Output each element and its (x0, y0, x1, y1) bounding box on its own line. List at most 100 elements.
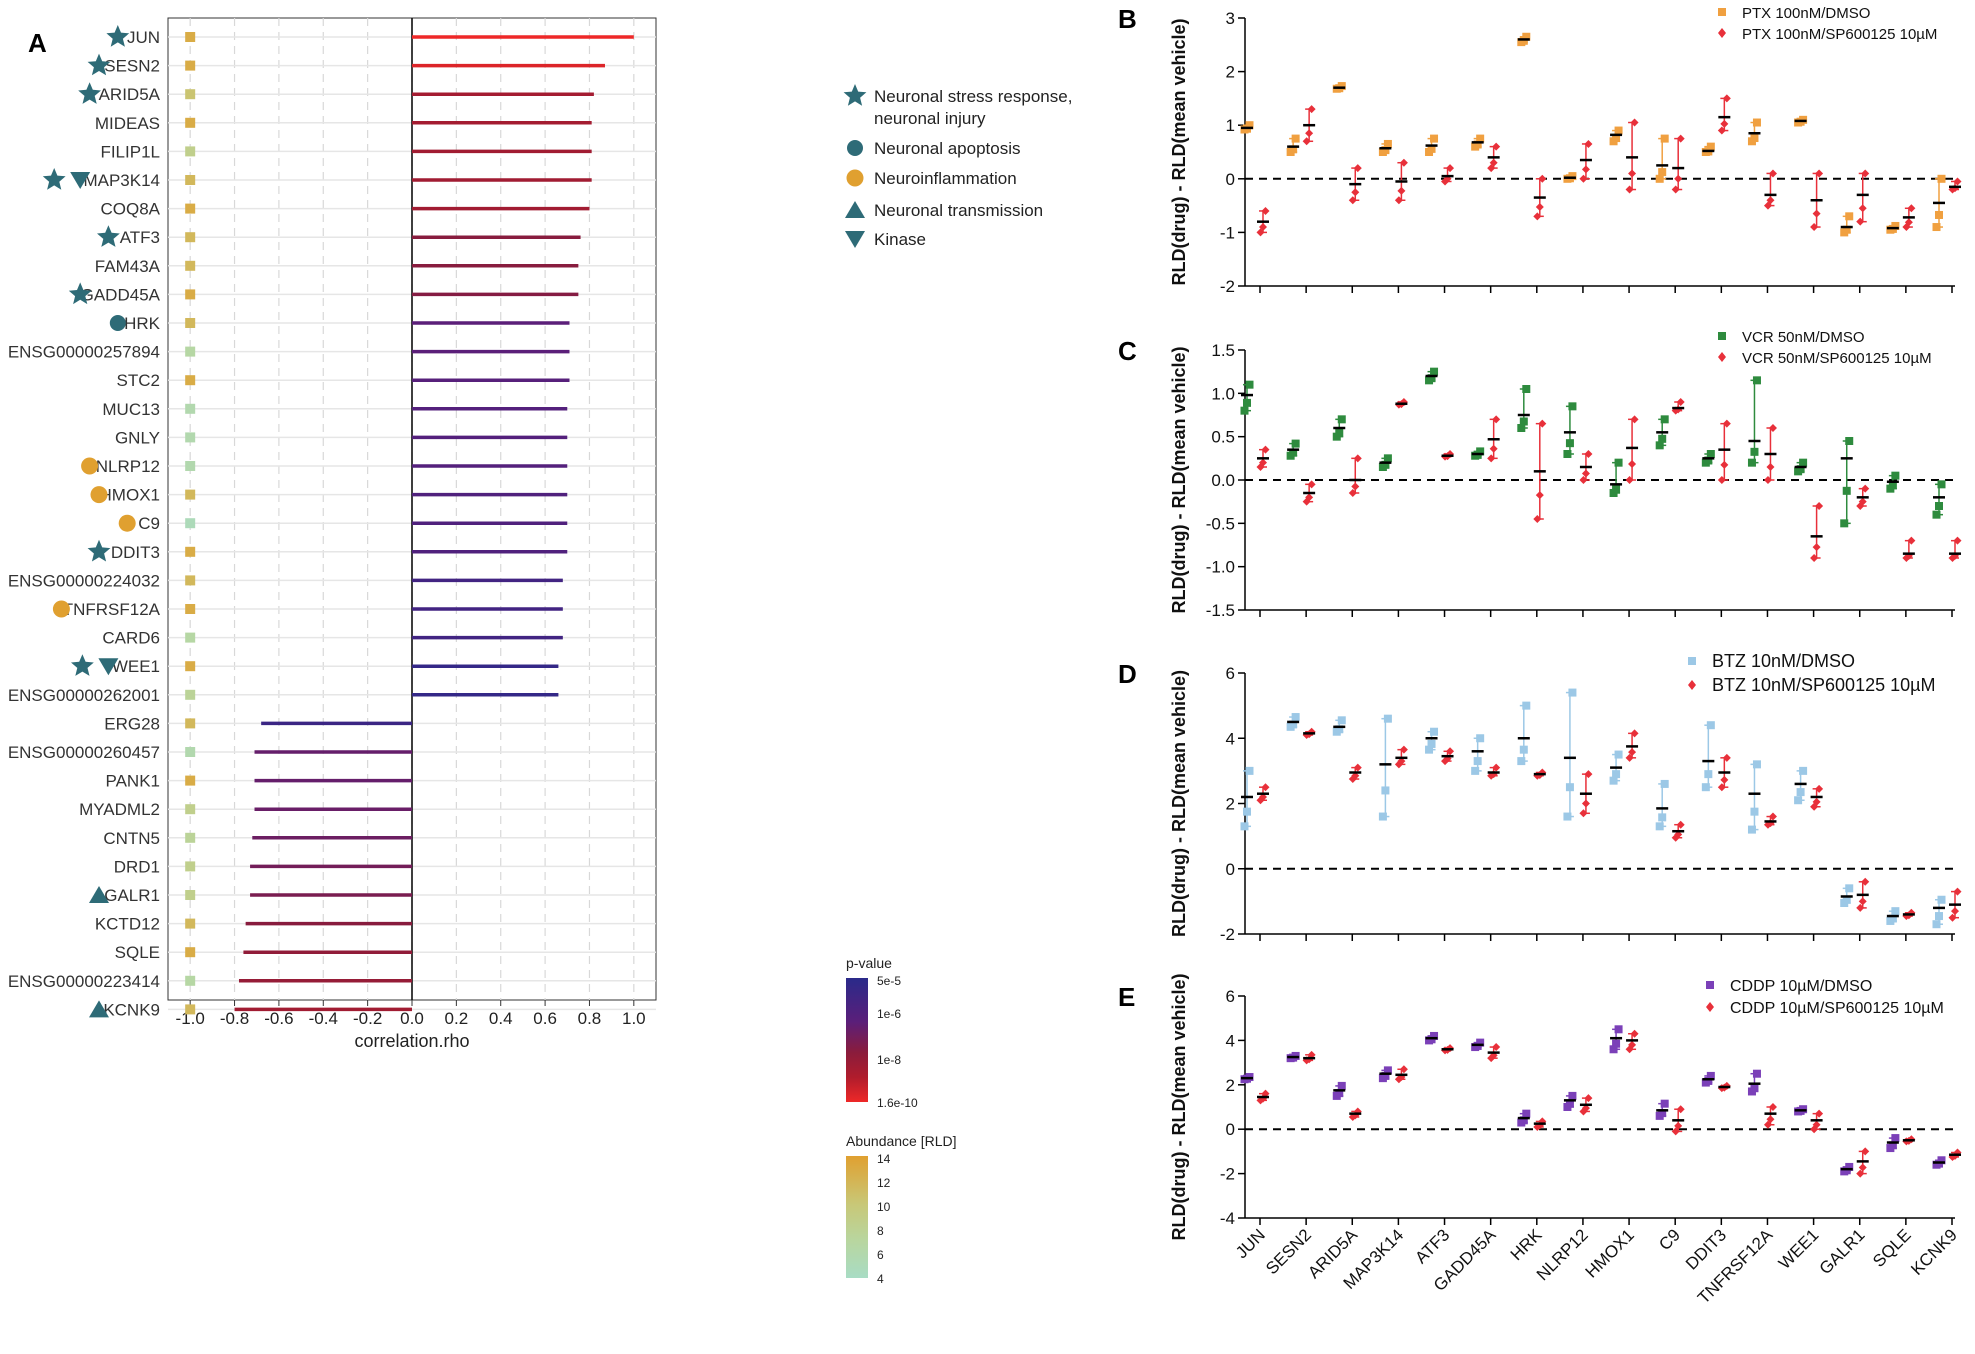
data-point (1717, 126, 1726, 135)
data-point (1891, 907, 1900, 916)
circle-icon (90, 486, 108, 504)
data-point (1888, 481, 1897, 490)
y-tick-label: -4 (1220, 1209, 1235, 1228)
x-tick-label: NLRP12 (1533, 1225, 1592, 1284)
data-point (1579, 809, 1588, 818)
data-point (1932, 510, 1941, 519)
legend-label: CDDP 10µM/DMSO (1730, 978, 1872, 995)
data-point (1660, 134, 1669, 143)
y-axis-label: RLD(drug) - RLD(mean vehicle) (1169, 18, 1189, 285)
data-point (1815, 784, 1824, 793)
data-point (1565, 439, 1574, 448)
gene-label: COQ8A (100, 200, 160, 219)
data-point (1351, 482, 1360, 491)
data-point (1522, 385, 1531, 393)
abundance-marker (185, 661, 196, 672)
abundance-marker (185, 947, 196, 958)
data-point (1259, 458, 1267, 467)
gene-label: HMOX1 (100, 486, 160, 505)
data-point (1348, 489, 1357, 497)
circle-icon (52, 600, 70, 618)
data-point (1704, 456, 1713, 465)
gene-label: MAP3K14 (83, 171, 160, 190)
abundance-marker (185, 518, 196, 529)
data-point (1261, 783, 1270, 792)
data-point (1243, 398, 1251, 407)
data-point (1584, 770, 1593, 779)
data-point (1840, 519, 1849, 528)
data-point (1612, 770, 1621, 779)
y-axis-label: RLD(drug) - RLD(mean vehicle) (1169, 973, 1189, 1240)
data-point (1706, 450, 1715, 458)
data-point (1794, 796, 1803, 805)
data-point (1625, 476, 1634, 484)
y-tick-label: 2 (1226, 63, 1235, 82)
abundance-marker (185, 632, 196, 643)
pvalue-tick-label: 1e-6 (877, 1007, 901, 1021)
data-point (1430, 1031, 1439, 1040)
pvalue-legend-title: p-value (846, 955, 892, 971)
data-point (1394, 196, 1403, 205)
legend-label: VCR 50nM/DMSO (1742, 329, 1865, 346)
abundance-marker (185, 89, 196, 100)
data-point (1861, 1147, 1870, 1156)
data-point (1768, 424, 1777, 432)
data-point (1335, 428, 1344, 437)
x-tick-label: -1.0 (176, 1009, 205, 1028)
abundance-marker (185, 804, 196, 815)
data-point (1307, 480, 1316, 489)
abundance-marker (185, 890, 196, 900)
x-tick-label: GALR1 (1816, 1225, 1869, 1278)
triangle-down-icon (70, 172, 91, 189)
data-point (1427, 374, 1436, 383)
data-point (1630, 118, 1639, 127)
legend-marker (1688, 657, 1696, 665)
legend-marker (1688, 680, 1696, 690)
abundance-marker (185, 146, 196, 157)
x-tick-label: 0.2 (445, 1009, 469, 1028)
data-point (1492, 142, 1501, 151)
data-point (1533, 212, 1542, 221)
data-point (1625, 753, 1634, 762)
panel-label: E (1118, 982, 1135, 1012)
data-point (1399, 1065, 1408, 1074)
circle-icon (847, 140, 863, 156)
circle-icon (118, 514, 136, 532)
data-point (1289, 145, 1298, 154)
legend-marker (1718, 332, 1726, 340)
gene-label: FILIP1L (100, 142, 160, 161)
data-point (1476, 734, 1485, 743)
gene-label: CNTN5 (103, 829, 160, 848)
data-point (1704, 1076, 1713, 1085)
triangle-up-icon (845, 201, 865, 218)
abundance-marker (185, 832, 196, 843)
data-point (1655, 174, 1664, 183)
data-point (1305, 129, 1314, 138)
data-point (1676, 398, 1685, 406)
data-point (1674, 174, 1683, 183)
data-point (1750, 447, 1759, 456)
data-point (1568, 402, 1577, 411)
data-point (1932, 920, 1941, 929)
data-point (1628, 1040, 1637, 1049)
data-point (1796, 465, 1805, 474)
data-point (1381, 460, 1390, 469)
y-tick-label: -1 (1220, 223, 1235, 242)
data-point (1752, 118, 1761, 127)
data-point (1861, 169, 1870, 178)
abundance-marker (185, 689, 196, 700)
data-point (1519, 417, 1528, 426)
x-tick-label: JUN (1232, 1225, 1269, 1262)
x-tick-label: 1.0 (622, 1009, 646, 1028)
data-point (1261, 206, 1270, 215)
data-point (1522, 701, 1531, 710)
y-tick-label: 1.5 (1211, 341, 1235, 360)
data-point (1750, 807, 1759, 816)
abundance-tick-label: 10 (877, 1200, 891, 1214)
legend-marker (1706, 981, 1714, 989)
data-point (1383, 1066, 1392, 1075)
data-point (1628, 748, 1637, 757)
panel-label: A (28, 28, 47, 58)
data-point (1337, 716, 1346, 725)
gene-label: KCTD12 (95, 915, 160, 934)
